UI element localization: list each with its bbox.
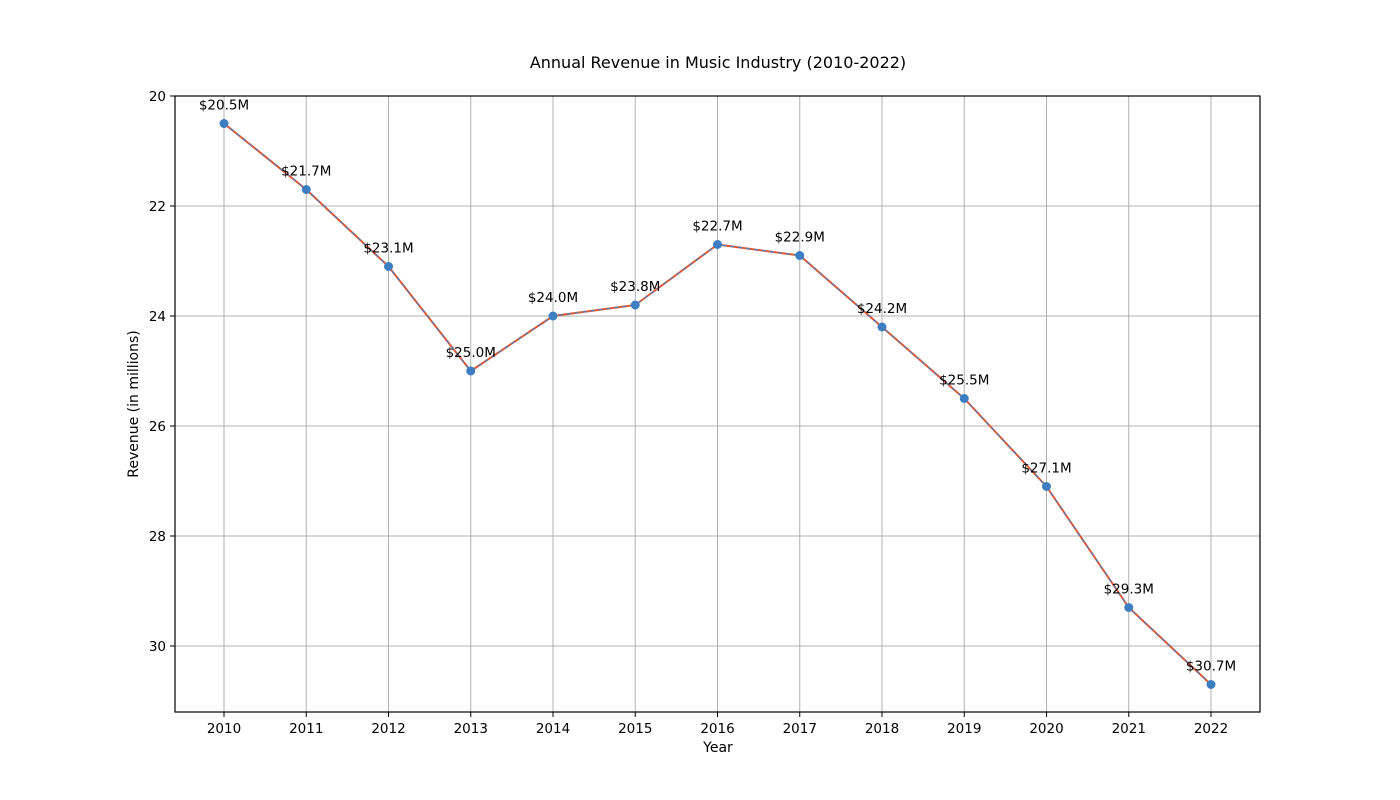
data-label: $22.7M	[692, 219, 742, 235]
data-point	[219, 119, 229, 128]
data-label: $23.1M	[363, 241, 413, 257]
data-point	[959, 394, 969, 403]
x-tick-label: 2020	[1029, 721, 1063, 737]
x-axis-label: Year	[702, 740, 733, 756]
data-point	[630, 300, 640, 310]
data-point	[795, 251, 805, 260]
x-tick-label: 2019	[947, 721, 981, 737]
data-point	[1206, 680, 1216, 689]
data-label: $25.5M	[939, 373, 989, 389]
data-label: $27.1M	[1021, 461, 1071, 477]
data-label: $29.3M	[1104, 582, 1154, 598]
data-label: $21.7M	[281, 164, 331, 180]
chart-title: Annual Revenue in Music Industry (2010-2…	[530, 53, 906, 72]
data-label: $25.0M	[446, 345, 496, 361]
x-tick-label: 2022	[1194, 721, 1228, 737]
x-tick-label: 2014	[536, 721, 570, 737]
y-tick-label: 26	[149, 419, 166, 435]
data-point	[548, 311, 558, 321]
x-tick-label: 2013	[454, 721, 488, 737]
x-tick-label: 2011	[289, 721, 323, 737]
data-label: $24.0M	[528, 290, 578, 306]
x-tick-label: 2017	[783, 721, 817, 737]
data-labels: $20.5M $21.7M $23.1M $25.0M $24.0M $23.8M $22.…	[199, 98, 1236, 675]
data-label: $30.7M	[1186, 659, 1236, 675]
data-label: $22.9M	[775, 230, 825, 246]
y-axis-label: Revenue (in millions)	[126, 330, 142, 478]
y-axis: 20 22 24 26 28 30	[149, 89, 175, 655]
x-tick-label: 2021	[1112, 721, 1146, 737]
data-label: $20.5M	[199, 98, 249, 114]
x-axis: 2010 2011 2012 2013 2014 2015 2016 2017 2018 2019…	[207, 712, 1228, 737]
x-tick-label: 2015	[618, 721, 652, 737]
y-tick-label: 30	[149, 639, 166, 655]
data-point	[1042, 482, 1051, 491]
data-point	[877, 322, 887, 332]
data-label: $23.8M	[610, 279, 660, 295]
data-point	[1124, 603, 1134, 612]
y-tick-label: 24	[149, 309, 166, 325]
y-tick-label: 20	[149, 89, 166, 105]
x-tick-label: 2016	[700, 721, 734, 737]
data-label: $24.2M	[857, 301, 907, 317]
data-point	[713, 240, 722, 249]
x-tick-label: 2012	[371, 721, 405, 737]
series-group	[219, 119, 1216, 689]
y-tick-label: 22	[149, 199, 166, 215]
x-tick-label: 2010	[207, 721, 241, 737]
data-point	[384, 262, 393, 271]
data-point	[301, 185, 311, 194]
y-tick-label: 28	[149, 529, 166, 545]
data-point	[466, 366, 476, 376]
x-tick-label: 2018	[865, 721, 899, 737]
grid	[175, 95, 1260, 712]
